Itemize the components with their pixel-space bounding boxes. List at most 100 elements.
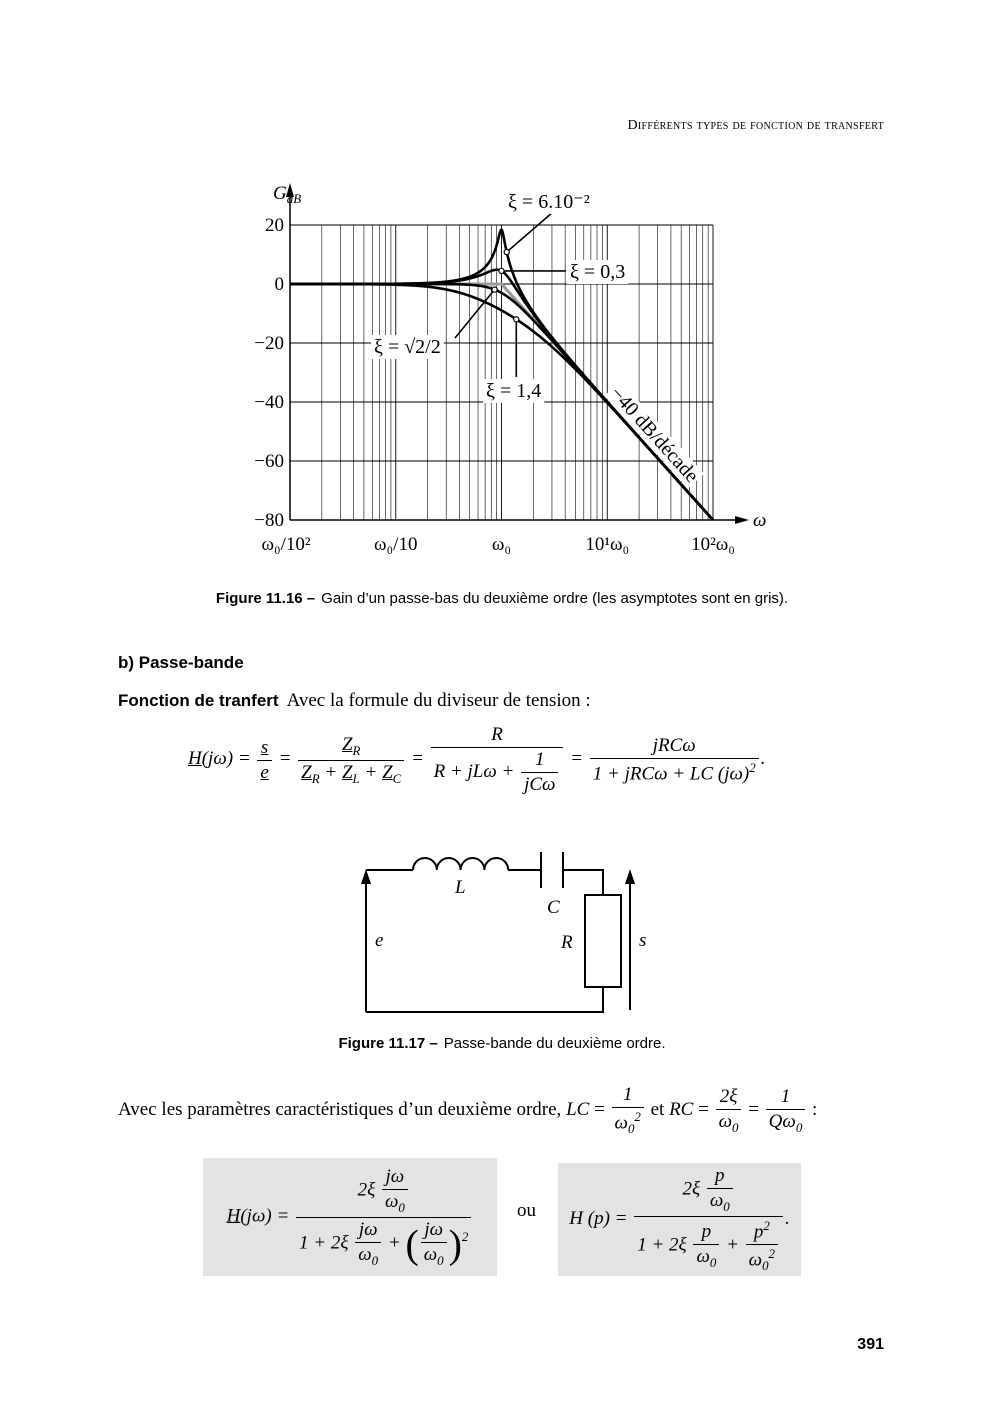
callout-line bbox=[454, 289, 496, 339]
paragraph-text: Avec la formule du diviseur de tension : bbox=[286, 690, 591, 711]
denominator: jCω bbox=[521, 773, 558, 796]
series-label: ξ = 1,4 bbox=[486, 380, 541, 402]
label-background bbox=[371, 335, 444, 359]
paragraph: Fonction de tranfert Avec la formule du d… bbox=[118, 690, 591, 712]
series-label: ξ = √2/2 bbox=[374, 336, 441, 358]
math-text: 1 + 2ξ bbox=[299, 1231, 354, 1253]
math-italic: RC bbox=[669, 1098, 694, 1120]
arrow-heads bbox=[361, 869, 635, 884]
math-underlined: s bbox=[260, 736, 269, 758]
denominator: ω02 bbox=[612, 1108, 644, 1137]
y-axis-arrow bbox=[286, 183, 294, 197]
y-tick-label: 0 bbox=[275, 274, 285, 295]
math-text: R bbox=[491, 724, 503, 745]
math-paren: ( bbox=[405, 1220, 419, 1266]
fraction: p ω0 bbox=[706, 1165, 733, 1215]
label-background bbox=[604, 380, 705, 489]
math-text: jCω bbox=[524, 774, 556, 795]
bode-chart: ω₀/10² ω₀/10 ω₀ 10¹ω₀ 10²ω₀ −80 −60 −40 −20 0 20 Gd… bbox=[254, 183, 766, 555]
math-text: 1 bbox=[622, 1084, 633, 1105]
math-text: = bbox=[743, 1098, 764, 1120]
math-subscript: 0 bbox=[437, 1252, 444, 1268]
callout-line bbox=[506, 211, 554, 253]
math-subscript: 0 bbox=[398, 1199, 405, 1215]
caption-label: Figure 11.17 – bbox=[338, 1035, 438, 1052]
fraction: R R + jLω + 1 jCω bbox=[430, 724, 564, 796]
math-text: = bbox=[406, 748, 429, 770]
math-subscript: 0 bbox=[723, 1198, 730, 1214]
caption-label: Figure 11.16 – bbox=[215, 590, 316, 607]
math-text: H (p) = bbox=[569, 1207, 633, 1229]
asymptote-label: −40 dB/décade bbox=[606, 382, 703, 486]
y-tick-label: −40 bbox=[254, 392, 284, 413]
caption-text: Gain d’un passe-bas du deuxième ordre (l… bbox=[321, 590, 789, 607]
math-text: jω bbox=[424, 1218, 444, 1240]
circuit-diagram: L C R e s bbox=[361, 852, 646, 1013]
math-subscript: R bbox=[311, 770, 320, 786]
numerator: 1 bbox=[611, 1084, 644, 1108]
math-text: = bbox=[693, 1098, 714, 1120]
boxed-equation: H (p) = 2ξ p ω0 1 + 2ξ p ω0 + p2 ω02. bbox=[558, 1163, 801, 1276]
math-text: jω bbox=[358, 1218, 378, 1240]
x-tick-label: ω₀/10² bbox=[261, 534, 310, 555]
math-text: + bbox=[383, 1231, 406, 1253]
math-superscript: 2 bbox=[461, 1228, 469, 1244]
math-text: 1 + 2ξ bbox=[637, 1234, 692, 1256]
input-label: e bbox=[375, 930, 383, 951]
math-subscript: 0 bbox=[709, 1254, 717, 1270]
math-text: jRCω bbox=[652, 734, 696, 756]
gain-curve bbox=[290, 282, 714, 521]
denominator: ω0 bbox=[716, 1110, 742, 1136]
numerator: jω bbox=[420, 1218, 447, 1243]
chart-group: ω₀/10² ω₀/10 ω₀ 10¹ω₀ 10²ω₀ −80 −60 −40 −20 0 20 Gd… bbox=[254, 183, 766, 555]
math-text: (jω) = bbox=[240, 1205, 295, 1227]
math-text: R + jLω + bbox=[433, 760, 520, 782]
math-text: : bbox=[807, 1098, 818, 1120]
math-line: Avec les paramètres caractéristiques d’u… bbox=[118, 1084, 818, 1136]
denominator: Qω0 bbox=[766, 1110, 806, 1136]
denominator: e bbox=[257, 761, 271, 784]
math-text: + bbox=[721, 1234, 744, 1256]
math-italic: LC bbox=[566, 1098, 590, 1120]
math-text: ω bbox=[718, 1110, 732, 1132]
math-text: ω bbox=[709, 1189, 724, 1211]
numerator: jω bbox=[355, 1218, 382, 1243]
boxed-equation: H(jω) = 2ξ jω ω0 1 + 2ξ jω ω0 + (jω ω0)2 bbox=[203, 1158, 497, 1276]
math-underlined: e bbox=[260, 761, 269, 783]
x-tick-label: 10²ω₀ bbox=[691, 534, 735, 555]
math-text: p bbox=[753, 1221, 764, 1242]
math-text: ω bbox=[358, 1243, 372, 1265]
wires bbox=[365, 852, 604, 1013]
math-text: + bbox=[319, 761, 342, 783]
math-text: 1 bbox=[535, 749, 545, 770]
math-underlined: Z bbox=[341, 761, 353, 783]
math-text: . bbox=[760, 748, 766, 770]
math-text: (jω) = bbox=[201, 748, 256, 770]
denominator: 1 + jRCω + LC (jω)2 bbox=[590, 759, 759, 785]
resistor bbox=[584, 894, 622, 988]
denominator: 1 + 2ξ p ω0 + p2 ω02 bbox=[634, 1217, 783, 1274]
y-axis-label: GdB bbox=[273, 183, 301, 206]
fraction: 1 Qω0 bbox=[765, 1086, 806, 1136]
denominator: ω0 bbox=[421, 1243, 447, 1269]
fraction: jω ω0 bbox=[381, 1166, 408, 1216]
label-background bbox=[567, 260, 629, 284]
fraction: jω ω0 bbox=[420, 1218, 447, 1269]
label-background bbox=[483, 379, 545, 403]
math-superscript: 2 bbox=[749, 759, 756, 775]
math-text: 1 + jRCω + LC (jω) bbox=[592, 763, 750, 785]
math-text: ω bbox=[614, 1112, 628, 1134]
series-label: ξ = 0,3 bbox=[570, 261, 625, 283]
x-axis-label: ω bbox=[753, 510, 766, 531]
capacitor-label: C bbox=[547, 897, 560, 918]
math-text: et bbox=[645, 1098, 670, 1120]
math-text: Qω bbox=[768, 1110, 796, 1132]
inductor bbox=[412, 857, 510, 871]
math-line: H(jω) = 2ξ jω ω0 1 + 2ξ jω ω0 + (jω ω0)2 bbox=[227, 1166, 474, 1269]
fraction: 1 ω02 bbox=[611, 1084, 644, 1137]
denominator: ω02 bbox=[746, 1245, 778, 1274]
numerator: 1 bbox=[765, 1086, 806, 1110]
